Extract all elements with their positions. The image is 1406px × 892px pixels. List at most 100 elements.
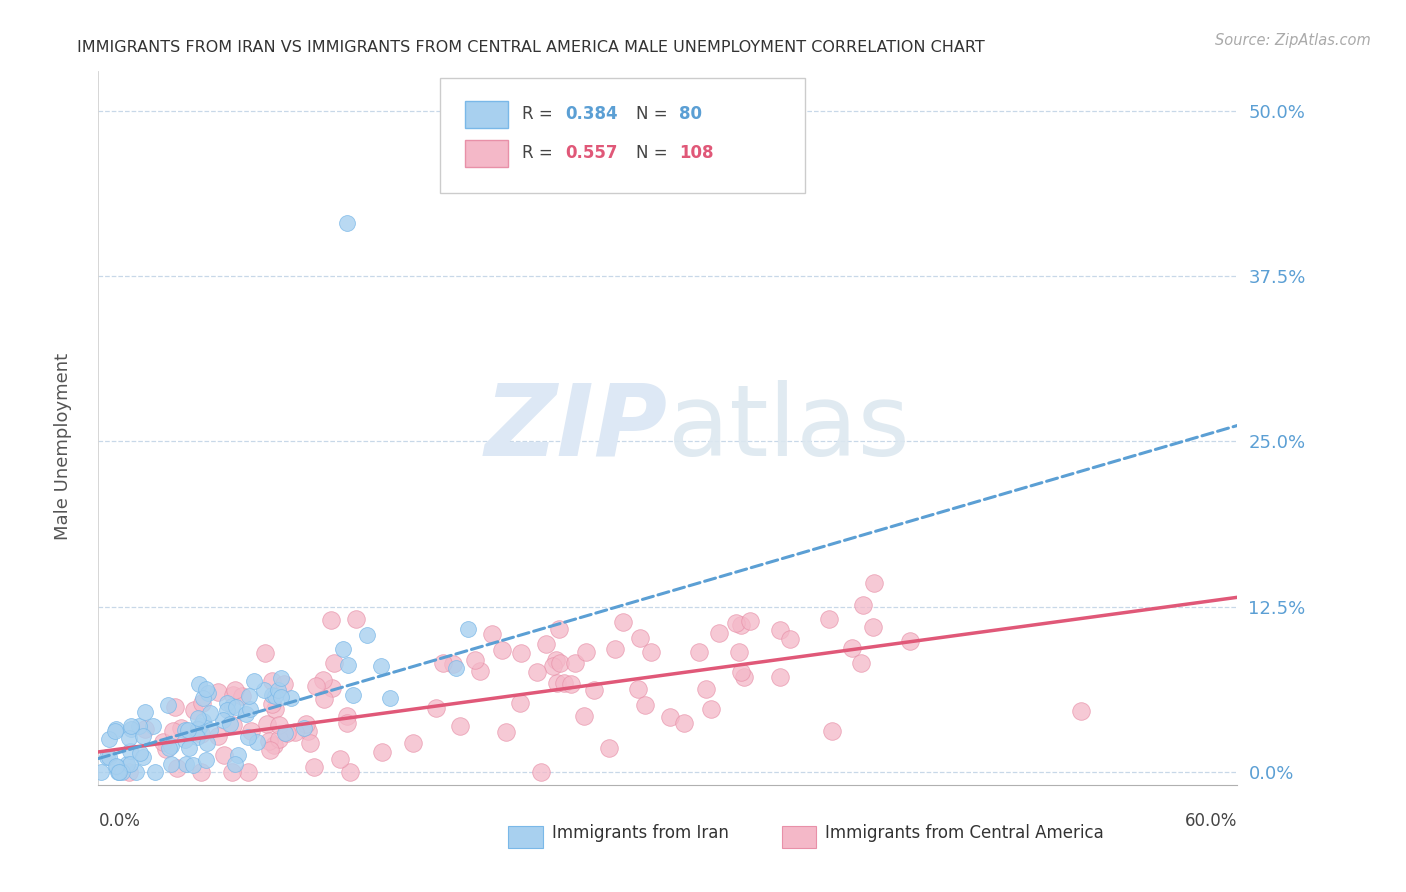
Point [700, 702, 723, 716]
Point [510, 646, 533, 660]
Point [191, 696, 214, 710]
Point [546, 675, 568, 690]
Point [257, 733, 280, 747]
Point [779, 632, 801, 646]
Point [193, 714, 215, 729]
Point [673, 715, 696, 730]
Text: Male Unemployment: Male Unemployment [55, 352, 72, 540]
Point [269, 731, 291, 746]
Point [509, 696, 531, 710]
Text: R =: R = [522, 105, 558, 123]
Point [548, 656, 571, 670]
Point [769, 623, 792, 637]
Point [605, 642, 627, 657]
Point [200, 723, 222, 737]
Point [236, 764, 259, 779]
Point [598, 740, 620, 755]
Point [259, 742, 281, 756]
Point [339, 764, 361, 779]
Point [491, 643, 513, 657]
Point [157, 698, 180, 713]
Text: 108: 108 [679, 145, 714, 162]
Point [111, 764, 134, 779]
Point [207, 729, 229, 743]
Text: Source: ZipAtlas.com: Source: ZipAtlas.com [1215, 33, 1371, 48]
Point [356, 628, 378, 642]
Point [183, 703, 205, 717]
Point [263, 738, 285, 752]
Point [332, 642, 354, 657]
Point [709, 626, 731, 640]
Point [188, 677, 211, 691]
Point [1070, 704, 1092, 718]
Point [564, 656, 586, 670]
Point [260, 697, 283, 711]
Point [849, 657, 872, 671]
Point [658, 710, 681, 724]
Point [221, 718, 243, 732]
Point [173, 723, 195, 737]
Point [299, 736, 322, 750]
Point [236, 730, 259, 744]
Point [898, 634, 921, 648]
Point [188, 719, 211, 733]
Point [444, 660, 467, 674]
Point [526, 665, 548, 679]
Point [253, 682, 276, 697]
Point [187, 711, 209, 725]
Point [262, 689, 284, 703]
Text: N =: N = [636, 145, 673, 162]
Point [626, 681, 648, 696]
Point [142, 718, 165, 732]
Point [547, 622, 569, 636]
Point [214, 748, 236, 763]
Point [583, 683, 606, 698]
Point [90, 764, 112, 779]
Point [263, 689, 285, 703]
FancyBboxPatch shape [440, 78, 804, 193]
Point [160, 756, 183, 771]
Point [342, 688, 364, 702]
Point [425, 701, 447, 715]
Point [212, 713, 235, 727]
Point [186, 731, 208, 745]
Point [134, 722, 156, 736]
Point [263, 702, 285, 716]
Point [262, 674, 284, 689]
Point [553, 676, 575, 690]
Point [118, 764, 141, 779]
Point [769, 670, 792, 684]
Point [125, 764, 148, 779]
Point [120, 722, 142, 736]
Point [441, 657, 464, 672]
Point [612, 615, 634, 629]
Point [118, 757, 141, 772]
Point [862, 620, 884, 634]
Point [337, 658, 360, 673]
Point [157, 741, 180, 756]
Text: 80: 80 [679, 105, 702, 123]
Text: R =: R = [522, 145, 558, 162]
Point [240, 723, 263, 738]
Point [534, 637, 557, 651]
Point [862, 576, 884, 591]
Point [239, 701, 262, 715]
Point [344, 612, 367, 626]
Point [312, 692, 335, 706]
Point [449, 719, 471, 733]
Point [162, 723, 184, 738]
Point [323, 656, 346, 670]
Point [132, 729, 155, 743]
Point [187, 722, 209, 736]
Point [402, 736, 425, 750]
Point [226, 748, 249, 763]
Text: Immigrants from Central America: Immigrants from Central America [825, 824, 1104, 842]
Point [200, 706, 222, 720]
Point [432, 656, 454, 670]
Point [254, 646, 277, 660]
Point [276, 725, 298, 739]
Point [319, 613, 342, 627]
Bar [782, 826, 815, 847]
Point [378, 691, 401, 706]
Point [575, 645, 598, 659]
